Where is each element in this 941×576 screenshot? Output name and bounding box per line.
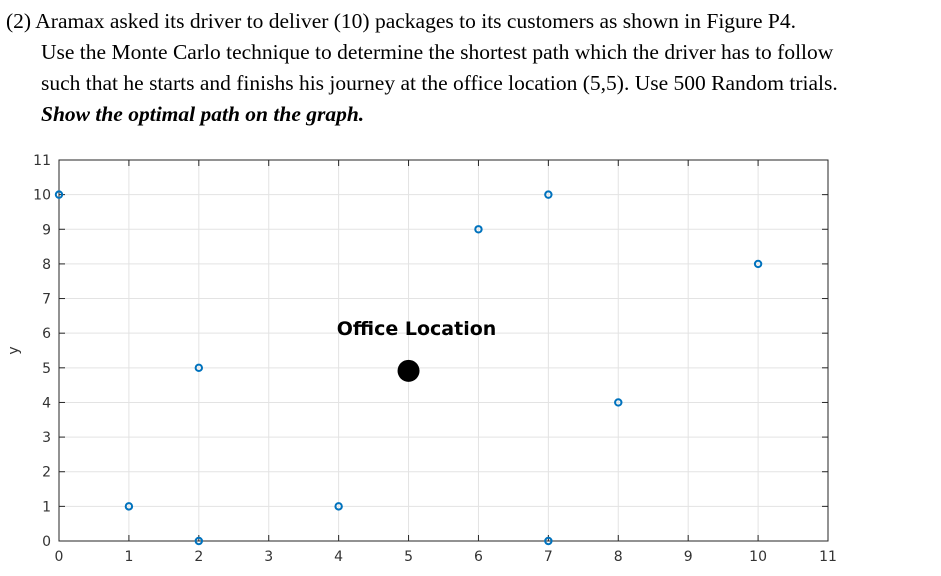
y-tick-label: 5: [42, 361, 51, 377]
problem-line-3: such that he starts and finishs his jour…: [41, 71, 838, 95]
problem-line-4: Show the optimal path on the graph.: [41, 102, 365, 126]
scatter-chart: 0 1 2 3 4 5 6 7 8 9 10 11 0 1 2 3 4 5 6 7 8 9 10 11 y Office Lo…: [6, 153, 837, 565]
customer-point: [194, 536, 204, 546]
x-tick-label: 5: [404, 549, 413, 565]
x-tick-label: 2: [194, 549, 203, 565]
y-tick-label: 7: [42, 292, 51, 308]
y-tick-label: 10: [33, 188, 51, 204]
y-tick-label: 2: [42, 465, 51, 481]
problem-line-1: (2) Aramax asked its driver to deliver (…: [6, 9, 796, 33]
problem-statement: (2) Aramax asked its driver to deliver (…: [6, 6, 936, 130]
x-tick-label: 0: [55, 549, 64, 565]
data-points: [54, 190, 763, 546]
office-location-marker: [397, 359, 420, 382]
customer-point: [334, 502, 343, 511]
x-tick-label: 10: [749, 549, 767, 565]
y-tick-label: 3: [42, 430, 51, 446]
customer-point: [474, 225, 483, 234]
y-axis-label: y: [6, 346, 22, 354]
customer-point: [753, 259, 763, 269]
x-tick-label: 1: [124, 549, 133, 565]
y-tick-label: 0: [42, 534, 51, 550]
customer-point: [544, 190, 553, 199]
x-tick-label: 9: [684, 549, 693, 565]
grid-lines: [58, 159, 829, 542]
customer-point: [194, 363, 204, 373]
problem-line-2: Use the Monte Carlo technique to determi…: [41, 40, 834, 64]
x-tick-label: 11: [819, 549, 837, 565]
x-tick-label: 3: [264, 549, 273, 565]
tick-labels: 0 1 2 3 4 5 6 7 8 9 10 11 0 1 2 3 4 5 6 7 8 9 10 11: [33, 153, 837, 565]
y-tick-label: 8: [42, 257, 51, 273]
x-tick-label: 8: [614, 549, 623, 565]
x-tick-label: 4: [334, 549, 343, 565]
y-tick-label: 11: [33, 153, 51, 169]
y-tick-label: 6: [42, 326, 51, 342]
customer-point: [54, 190, 64, 199]
axis-ticks: [58, 159, 829, 542]
customer-point: [544, 536, 553, 546]
customer-point: [124, 502, 134, 511]
plot-area-frame: [58, 159, 829, 542]
x-tick-label: 7: [544, 549, 553, 565]
office-location-label: Office Location: [337, 318, 497, 340]
y-tick-label: 1: [42, 499, 51, 515]
y-tick-label: 9: [42, 222, 51, 238]
y-tick-label: 4: [42, 395, 51, 411]
x-tick-label: 6: [474, 549, 483, 565]
customer-point: [614, 398, 623, 407]
